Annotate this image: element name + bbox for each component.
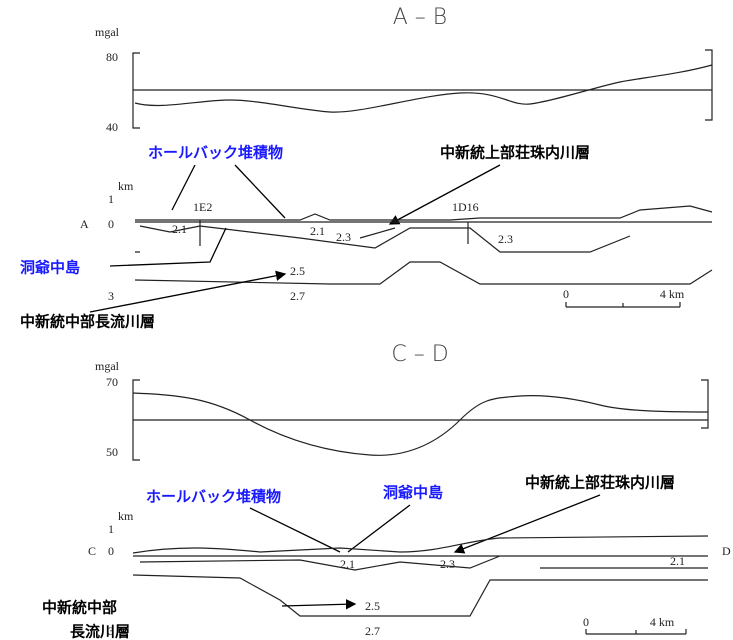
panel-ab: A – B mgal 80 40 ホールバック堆積物 中新統上部荘珠内川層 km… xyxy=(20,5,713,331)
tick: 0 xyxy=(108,217,114,231)
title: C – D xyxy=(391,342,448,367)
annotation: 長流川層 xyxy=(70,623,130,640)
scale-label: 0 xyxy=(563,287,569,301)
density: 2.5 xyxy=(365,599,380,613)
end-label: D xyxy=(722,544,731,558)
scale-label: 4 km xyxy=(660,287,685,301)
tick: 0 xyxy=(108,544,114,558)
end-label: C xyxy=(88,544,96,558)
annotation: 中新統中部長流川層 xyxy=(20,313,155,331)
unit: mgal xyxy=(95,359,120,373)
unit: km xyxy=(118,509,134,523)
tick: 3 xyxy=(108,289,114,303)
unit: mgal xyxy=(95,25,120,39)
arrows xyxy=(171,164,501,224)
scale-label: 0 xyxy=(583,615,589,629)
annotation: 洞爺中島 xyxy=(20,259,80,277)
tick: 1 xyxy=(108,522,114,536)
section xyxy=(132,535,709,617)
annotation: 洞爺中島 xyxy=(383,484,443,502)
tick: 50 xyxy=(106,445,118,459)
station: 1E2 xyxy=(193,200,212,214)
density: 2.1 xyxy=(310,224,325,238)
density: 2.1 xyxy=(172,222,187,236)
title: A – B xyxy=(393,5,447,30)
scale-bar xyxy=(565,302,681,308)
arrows xyxy=(249,494,601,552)
panel-cd: C – D mgal 70 50 ホールバック堆積物 洞爺中島 中新統上部荘珠内… xyxy=(42,342,731,640)
unit: km xyxy=(118,179,134,193)
density: 2.3 xyxy=(336,230,351,244)
axes xyxy=(132,379,709,461)
scale-bar xyxy=(585,629,687,635)
axes xyxy=(132,49,713,129)
density: 2.3 xyxy=(498,232,513,246)
tick: 70 xyxy=(106,375,118,389)
density: 2.7 xyxy=(290,289,305,303)
tick: 3 xyxy=(108,624,114,638)
annotation: ホールバック堆積物 xyxy=(148,144,283,162)
density: 2.7 xyxy=(365,624,380,638)
gravity-curve xyxy=(134,64,713,113)
density: 2.3 xyxy=(440,557,455,571)
station: 1D16 xyxy=(452,200,479,214)
density: 2.1 xyxy=(670,554,685,568)
scale-label: 4 km xyxy=(650,615,675,629)
density: 2.5 xyxy=(290,264,305,278)
section xyxy=(134,205,713,285)
gravity-curve xyxy=(132,392,709,456)
annotation: 中新統上部荘珠内川層 xyxy=(525,474,675,492)
tick: 80 xyxy=(106,50,118,64)
annotation: 中新統中部 xyxy=(42,599,117,617)
annotation: 中新統上部荘珠内川層 xyxy=(440,144,590,162)
tick: 1 xyxy=(108,192,114,206)
density: 2.1 xyxy=(340,557,355,571)
arrows xyxy=(89,227,285,313)
tick: 40 xyxy=(106,120,118,134)
end-label: A xyxy=(80,217,89,231)
arrows xyxy=(281,599,357,610)
annotation: ホールバック堆積物 xyxy=(146,488,281,506)
